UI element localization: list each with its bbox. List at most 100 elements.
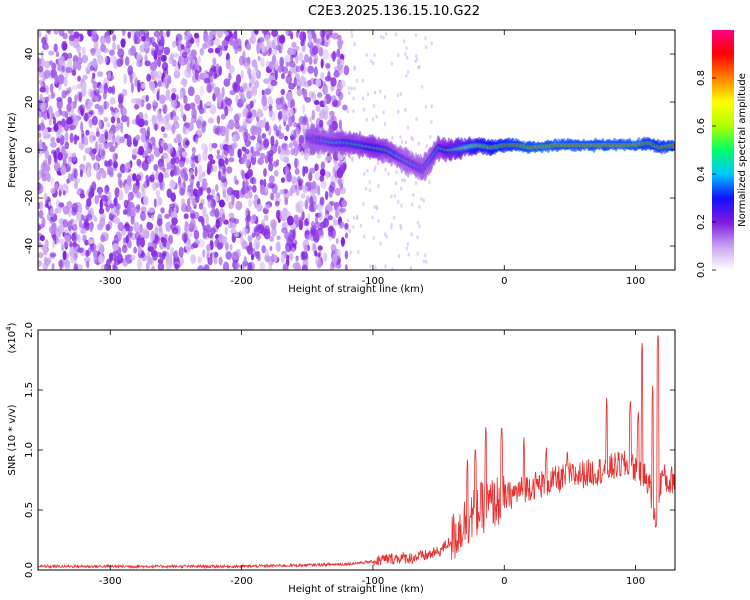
noise-speck bbox=[79, 169, 83, 178]
spectrogram-x-tick-label: -200 bbox=[230, 276, 253, 287]
noise-speck bbox=[135, 98, 142, 105]
noise-speck bbox=[293, 77, 297, 88]
noise-speck bbox=[312, 32, 317, 43]
noise-speck bbox=[298, 207, 304, 214]
noise-speck bbox=[55, 147, 60, 153]
noise-speck bbox=[277, 145, 281, 155]
noise-speck bbox=[240, 69, 244, 79]
noise-speck bbox=[307, 65, 315, 74]
noise-speck bbox=[213, 257, 218, 265]
noise-speck bbox=[91, 153, 96, 161]
noise-speck bbox=[182, 127, 190, 135]
noise-speck bbox=[94, 141, 99, 152]
noise-speck bbox=[424, 104, 427, 109]
noise-speck bbox=[44, 149, 50, 160]
noise-speck bbox=[222, 261, 230, 270]
noise-speck bbox=[225, 132, 229, 142]
snr-x-axis-label: Height of straight line (km) bbox=[288, 584, 424, 595]
noise-speck bbox=[127, 65, 133, 76]
noise-speck bbox=[212, 125, 219, 135]
noise-speck bbox=[379, 89, 382, 94]
noise-speck bbox=[92, 58, 97, 68]
noise-speck bbox=[429, 134, 432, 139]
noise-speck bbox=[316, 38, 323, 44]
noise-speck bbox=[247, 262, 253, 270]
noise-speck bbox=[103, 116, 109, 123]
noise-speck bbox=[162, 133, 168, 138]
noise-speck bbox=[110, 116, 116, 124]
noise-speck bbox=[69, 132, 74, 143]
noise-speck bbox=[320, 180, 327, 189]
snr-x-tick-label: 100 bbox=[626, 576, 645, 587]
noise-speck bbox=[415, 54, 418, 58]
noise-speck bbox=[157, 56, 162, 68]
noise-speck bbox=[112, 243, 119, 251]
noise-speck bbox=[199, 99, 203, 110]
noise-speck bbox=[151, 230, 155, 241]
noise-speck bbox=[301, 264, 308, 270]
noise-speck bbox=[93, 216, 98, 223]
noise-speck bbox=[127, 230, 133, 237]
noise-speck bbox=[44, 44, 49, 50]
colorbar-tick-label: 0.0 bbox=[696, 262, 707, 278]
noise-speck bbox=[88, 99, 94, 107]
noise-speck bbox=[304, 54, 309, 63]
noise-speck bbox=[297, 30, 300, 34]
noise-speck bbox=[366, 168, 369, 173]
noise-speck bbox=[174, 263, 180, 270]
noise-speck bbox=[232, 142, 238, 149]
noise-speck bbox=[179, 160, 185, 168]
noise-speck bbox=[181, 198, 186, 205]
noise-speck bbox=[98, 84, 105, 94]
noise-speck bbox=[63, 76, 68, 87]
noise-speck bbox=[383, 95, 387, 99]
noise-speck bbox=[114, 126, 120, 132]
noise-speck bbox=[81, 82, 87, 90]
noise-speck bbox=[98, 136, 104, 144]
noise-speck bbox=[89, 110, 95, 116]
noise-speck bbox=[171, 227, 179, 235]
noise-speck bbox=[308, 37, 313, 46]
noise-speck bbox=[285, 74, 293, 85]
noise-speck bbox=[38, 132, 42, 139]
noise-speck bbox=[107, 70, 111, 80]
noise-speck bbox=[384, 232, 387, 237]
noise-speck bbox=[278, 64, 282, 74]
noise-speck bbox=[264, 253, 270, 263]
noise-speck bbox=[347, 86, 350, 91]
noise-speck bbox=[156, 196, 162, 207]
noise-speck bbox=[105, 224, 111, 231]
noise-speck bbox=[215, 184, 219, 192]
noise-speck bbox=[409, 265, 413, 270]
noise-speck bbox=[255, 69, 262, 80]
noise-speck bbox=[147, 156, 152, 165]
noise-speck bbox=[194, 69, 199, 81]
noise-speck bbox=[95, 48, 102, 58]
noise-speck bbox=[45, 85, 49, 95]
noise-speck bbox=[428, 180, 431, 185]
noise-speck bbox=[163, 55, 167, 62]
noise-speck bbox=[330, 95, 337, 101]
noise-speck bbox=[212, 57, 217, 66]
noise-speck bbox=[181, 78, 188, 86]
noise-speck bbox=[67, 58, 73, 69]
noise-speck bbox=[71, 69, 77, 76]
noise-speck bbox=[324, 75, 332, 82]
noise-speck bbox=[336, 48, 341, 58]
noise-speck bbox=[116, 207, 120, 217]
noise-speck bbox=[284, 149, 290, 156]
noise-speck bbox=[129, 204, 136, 213]
noise-speck bbox=[284, 232, 289, 240]
noise-speck bbox=[114, 141, 118, 149]
noise-speck bbox=[61, 243, 65, 252]
noise-speck bbox=[412, 193, 415, 197]
noise-speck bbox=[221, 40, 228, 47]
noise-speck bbox=[169, 203, 176, 209]
noise-speck bbox=[118, 103, 123, 109]
noise-speck bbox=[424, 253, 427, 258]
noise-speck bbox=[122, 107, 127, 116]
noise-speck bbox=[119, 180, 123, 189]
noise-speck bbox=[240, 92, 245, 100]
noise-speck bbox=[280, 88, 286, 96]
spectrogram-y-tick-label: 40 bbox=[24, 48, 35, 61]
